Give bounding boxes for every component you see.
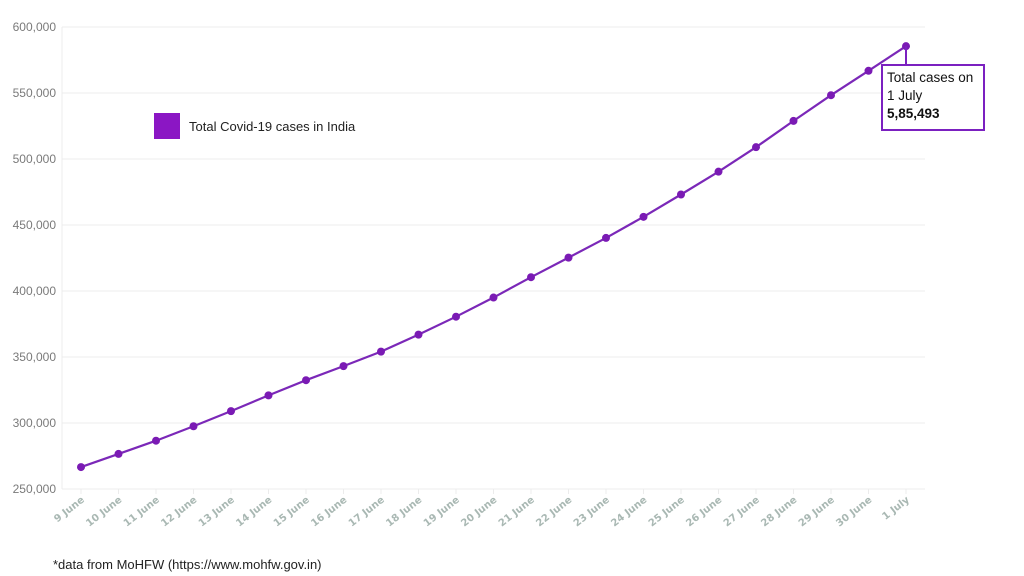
data-point-marker <box>302 376 310 385</box>
source-footnote: *data from MoHFW (https://www.mohfw.gov.… <box>53 557 322 572</box>
x-tick-label: 29 June <box>797 495 837 530</box>
x-tick-label: 14 June <box>234 495 274 530</box>
x-tick-label: 11 June <box>122 495 162 530</box>
data-point-marker <box>677 190 685 199</box>
y-tick-label: 400,000 <box>13 284 57 298</box>
data-point-marker <box>827 91 835 100</box>
y-tick-label: 250,000 <box>13 482 57 496</box>
x-tick-label: 12 June <box>159 495 199 530</box>
y-tick-label: 600,000 <box>13 20 57 34</box>
callout-line2: 1 July <box>887 88 923 103</box>
x-tick-label: 9 June <box>52 495 87 525</box>
y-axis: 250,000 300,000 350,000 400,000 450,000 500,0… <box>13 20 57 496</box>
x-tick-label: 10 June <box>84 495 124 530</box>
y-tick-label: 550,000 <box>13 86 57 100</box>
callout-value: 5,85,493 <box>887 106 940 121</box>
x-tick-label: 21 June <box>497 495 537 530</box>
x-tick-label: 27 June <box>722 495 762 530</box>
legend-swatch <box>154 113 180 139</box>
data-point-marker <box>864 66 873 75</box>
annotation-callout: Total cases on 1 July 5,85,493 <box>881 64 985 131</box>
data-point-marker <box>602 233 610 242</box>
x-tick-label: 20 June <box>459 495 499 530</box>
x-tick-label: 23 June <box>572 495 612 530</box>
x-tick-label: 30 June <box>834 495 874 530</box>
x-tick-label: 22 June <box>534 495 574 530</box>
data-point-marker <box>377 347 385 356</box>
data-point-marker <box>227 407 235 416</box>
x-tick-label: 17 June <box>347 495 387 530</box>
y-tick-label: 500,000 <box>13 152 57 166</box>
x-tick-label: 24 June <box>609 495 649 530</box>
data-point-marker <box>414 330 423 339</box>
series-line <box>80 45 907 469</box>
x-tick-label: 26 June <box>684 495 724 530</box>
data-point-marker <box>714 167 723 176</box>
x-tick-label: 1 July <box>880 494 912 522</box>
y-tick-label: 300,000 <box>13 416 57 430</box>
x-tick-label: 25 June <box>647 495 687 530</box>
data-point-marker <box>114 449 123 458</box>
y-tick-label: 350,000 <box>13 350 57 364</box>
gridlines <box>61 26 925 490</box>
data-point-marker <box>77 463 85 472</box>
data-point-marker <box>152 436 160 445</box>
series-total-cases <box>77 42 910 472</box>
data-point-marker <box>264 391 273 400</box>
data-point-marker <box>752 143 760 152</box>
x-tick-label: 15 June <box>272 495 312 530</box>
data-point-marker <box>189 422 198 431</box>
x-tick-label: 16 June <box>309 495 349 530</box>
y-tick-label: 450,000 <box>13 218 57 232</box>
data-point-marker <box>452 312 460 321</box>
data-point-marker <box>489 293 498 302</box>
x-tick-label: 18 June <box>384 495 424 530</box>
data-point-marker <box>527 273 535 282</box>
callout-line1: Total cases on <box>887 70 974 85</box>
data-point-marker <box>639 212 648 221</box>
x-tick-label: 28 June <box>759 495 799 530</box>
data-point-marker <box>339 362 348 371</box>
data-point-marker <box>564 253 573 262</box>
legend: Total Covid-19 cases in India <box>154 113 355 139</box>
x-tick-label: 13 June <box>197 495 237 530</box>
legend-label: Total Covid-19 cases in India <box>189 118 356 134</box>
data-point-marker <box>789 116 798 125</box>
x-tick-label: 19 June <box>422 495 462 530</box>
